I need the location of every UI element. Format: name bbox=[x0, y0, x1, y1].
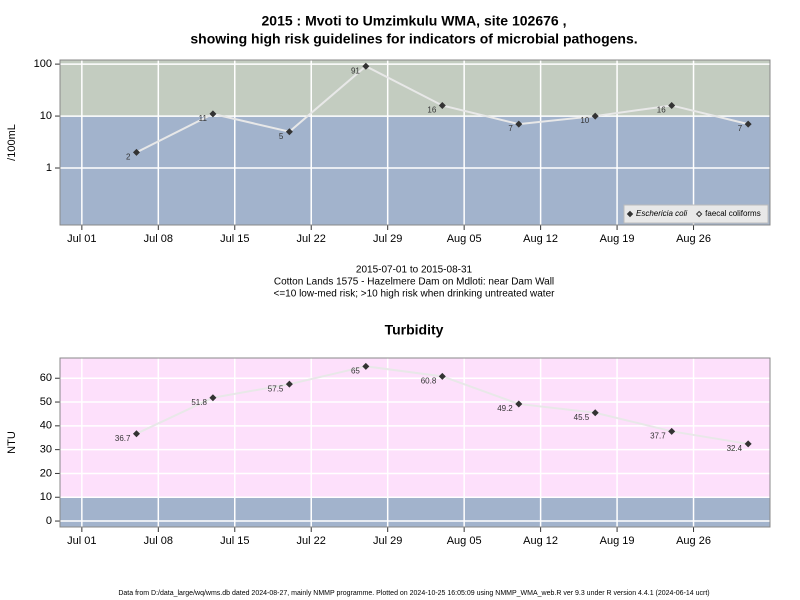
legend-label: Eschericia coli bbox=[636, 209, 687, 218]
y-axis-label: /100mL bbox=[6, 124, 18, 161]
value-label: 65 bbox=[351, 366, 360, 375]
x-tick-label: Jul 01 bbox=[67, 233, 96, 245]
y-tick-label: 1 bbox=[46, 162, 52, 174]
data-point bbox=[132, 148, 140, 156]
x-tick-label: Aug 26 bbox=[676, 535, 711, 547]
x-tick-label: Jul 15 bbox=[220, 535, 249, 547]
y-tick-label: 40 bbox=[40, 420, 52, 432]
data-point bbox=[591, 409, 599, 417]
value-label: 10 bbox=[580, 116, 589, 125]
data-point bbox=[744, 440, 752, 448]
value-label: 51.8 bbox=[191, 398, 207, 407]
subtitle: 2015-07-01 to 2015-08-31 bbox=[356, 265, 473, 276]
data-point bbox=[209, 394, 217, 402]
value-label: 45.5 bbox=[574, 413, 590, 422]
chart-title: Turbidity bbox=[385, 322, 444, 338]
x-tick-label: Aug 05 bbox=[447, 233, 482, 245]
value-label: 37.7 bbox=[650, 431, 666, 440]
chart-title: showing high risk guidelines for indicat… bbox=[190, 31, 637, 47]
y-axis-label: NTU bbox=[6, 431, 18, 454]
x-tick-label: Jul 29 bbox=[373, 233, 402, 245]
value-label: 36.7 bbox=[115, 434, 131, 443]
data-point bbox=[209, 110, 217, 118]
y-tick-label: 10 bbox=[40, 110, 52, 122]
data-point bbox=[285, 380, 293, 388]
plot-frame bbox=[59, 357, 771, 528]
x-tick-label: Jul 01 bbox=[67, 535, 96, 547]
value-label: 60.8 bbox=[421, 376, 437, 385]
high-risk-band bbox=[60, 60, 770, 117]
low-risk-band bbox=[60, 497, 770, 527]
value-label: 91 bbox=[351, 66, 360, 75]
value-label: 2 bbox=[126, 152, 131, 161]
x-tick-label: Jul 15 bbox=[220, 233, 249, 245]
legend-label: faecal coliforms bbox=[705, 209, 761, 218]
y-tick-label: 60 bbox=[40, 372, 52, 384]
data-point bbox=[132, 430, 140, 438]
data-point bbox=[515, 400, 523, 408]
x-tick-label: Aug 12 bbox=[523, 233, 558, 245]
x-tick-label: Aug 05 bbox=[447, 535, 482, 547]
x-tick-label: Jul 08 bbox=[144, 233, 173, 245]
value-label: 5 bbox=[279, 132, 284, 141]
value-label: 32.4 bbox=[727, 444, 743, 453]
legend-marker bbox=[626, 210, 634, 218]
y-tick-label: 0 bbox=[46, 515, 52, 527]
data-point bbox=[744, 120, 752, 128]
x-tick-label: Jul 08 bbox=[144, 535, 173, 547]
plot-frame bbox=[59, 59, 771, 226]
data-point bbox=[362, 362, 370, 370]
data-point bbox=[591, 112, 599, 120]
y-tick-label: 30 bbox=[40, 444, 52, 456]
data-point bbox=[515, 120, 523, 128]
value-label: 7 bbox=[508, 124, 513, 133]
data-point bbox=[668, 101, 676, 109]
y-tick-label: 10 bbox=[40, 491, 52, 503]
x-tick-label: Aug 19 bbox=[600, 535, 635, 547]
chart-title: 2015 : Mvoti to Umzimkulu WMA, site 1026… bbox=[262, 13, 567, 29]
x-tick-label: Aug 12 bbox=[523, 535, 558, 547]
y-tick-label: 20 bbox=[40, 467, 52, 479]
footer: Data from D:/data_large/wq/wms.db dated … bbox=[118, 590, 709, 597]
x-tick-label: Jul 22 bbox=[297, 535, 326, 547]
value-label: 7 bbox=[738, 124, 743, 133]
y-tick-label: 100 bbox=[34, 58, 52, 70]
subtitle: Cotton Lands 1575 - Hazelmere Dam on Mdl… bbox=[274, 277, 554, 288]
data-point bbox=[285, 128, 293, 136]
data-point bbox=[668, 427, 676, 435]
x-tick-label: Jul 22 bbox=[297, 233, 326, 245]
data-point bbox=[438, 372, 446, 380]
x-tick-label: Aug 19 bbox=[600, 233, 635, 245]
x-tick-label: Aug 26 bbox=[676, 233, 711, 245]
value-label: 11 bbox=[199, 114, 208, 123]
value-label: 49.2 bbox=[497, 404, 513, 413]
legend-marker bbox=[695, 210, 703, 218]
value-label: 57.5 bbox=[268, 384, 284, 393]
x-tick-label: Jul 29 bbox=[373, 535, 402, 547]
data-point bbox=[438, 101, 446, 109]
data-point bbox=[362, 62, 370, 70]
value-label: 16 bbox=[657, 106, 666, 115]
subtitle: <=10 low-med risk; >10 high risk when dr… bbox=[274, 289, 556, 300]
y-tick-label: 50 bbox=[40, 396, 52, 408]
value-label: 16 bbox=[427, 106, 436, 115]
